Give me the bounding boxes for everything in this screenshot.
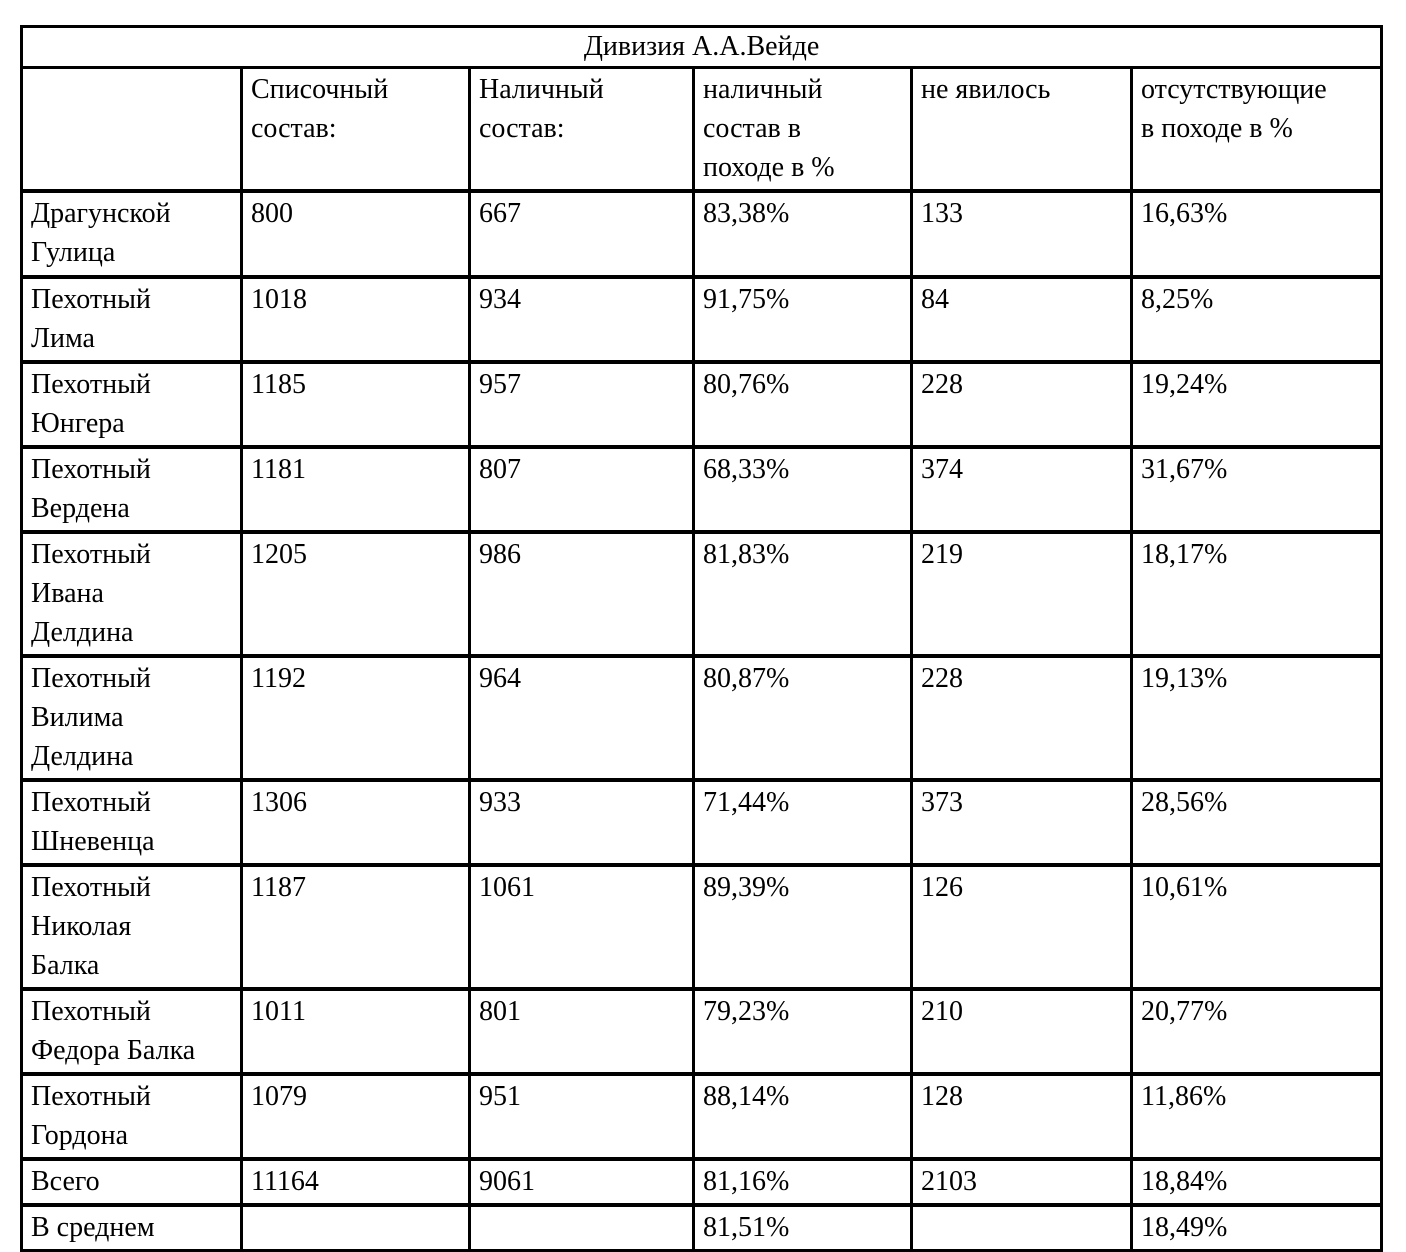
column-header-regiment — [20, 66, 243, 193]
cell-present-strength: 1061 — [468, 863, 695, 991]
row-label-cell: Пехотный Лима — [20, 275, 243, 364]
cell-present-pct: 80,76% — [692, 360, 913, 449]
cell-no-show: 228 — [910, 654, 1133, 782]
cell-no-show: 219 — [910, 530, 1133, 658]
row-label-cell: Драгунской Гулица — [20, 189, 243, 279]
cell-absent-pct: 28,56% — [1129, 778, 1384, 867]
cell-list-strength: 800 — [240, 189, 471, 279]
cell-list-strength: 1185 — [240, 360, 471, 449]
table-row: В среднем 81,51% 18,49% — [20, 1203, 1384, 1252]
row-label-cell: Пехотный Гордона — [20, 1072, 243, 1161]
table-row: Пехотный Гордона 1079 951 88,14% 128 11,86% — [20, 1072, 1384, 1161]
row-label-cell: Пехотный Николая Балка — [20, 863, 243, 991]
cell-present-pct: 81,16% — [692, 1157, 913, 1207]
cell-present-strength: 986 — [468, 530, 695, 658]
table-header-row: Списочный состав: Наличный состав: налич… — [20, 66, 1384, 193]
table-row: Пехотный Вердена 1181 807 68,33% 374 31,67% — [20, 445, 1384, 534]
column-header-present-strength: Наличный состав: — [468, 66, 695, 193]
cell-no-show: 2103 — [910, 1157, 1133, 1207]
cell-present-strength: 964 — [468, 654, 695, 782]
column-header-present-pct: наличный состав в походе в % — [692, 66, 913, 193]
cell-absent-pct: 16,63% — [1129, 189, 1384, 279]
cell-present-strength: 9061 — [468, 1157, 695, 1207]
cell-present-pct: 79,23% — [692, 987, 913, 1076]
table-row: Пехотный Лима 1018 934 91,75% 84 8,25% — [20, 275, 1384, 364]
table-row: Драгунской Гулица 800 667 83,38% 133 16,63% — [20, 189, 1384, 279]
cell-absent-pct: 20,77% — [1129, 987, 1384, 1076]
cell-present-strength: 951 — [468, 1072, 695, 1161]
cell-no-show: 210 — [910, 987, 1133, 1076]
table-row: Пехотный Николая Балка 1187 1061 89,39% 126 1… — [20, 863, 1384, 991]
cell-list-strength: 1306 — [240, 778, 471, 867]
column-header-list-strength: Списочный состав: — [240, 66, 471, 193]
cell-list-strength: 1205 — [240, 530, 471, 658]
cell-present-pct: 88,14% — [692, 1072, 913, 1161]
cell-no-show: 373 — [910, 778, 1133, 867]
table-row: Пехотный Шневенца 1306 933 71,44% 373 28,56% — [20, 778, 1384, 867]
cell-no-show: 228 — [910, 360, 1133, 449]
table-title: Дивизия А.А.Вейде — [19, 25, 1384, 69]
row-label-cell: Пехотный Шневенца — [20, 778, 243, 867]
row-label-cell: Пехотный Федора Балка — [20, 987, 243, 1076]
cell-present-strength: 933 — [468, 778, 695, 867]
cell-absent-pct: 19,13% — [1129, 654, 1384, 782]
cell-absent-pct: 19,24% — [1129, 360, 1384, 449]
cell-present-pct: 80,87% — [692, 654, 913, 782]
cell-no-show: 128 — [910, 1072, 1133, 1161]
cell-list-strength: 1011 — [240, 987, 471, 1076]
cell-present-strength: 801 — [468, 987, 695, 1076]
column-header-absent-pct: отсутствующие в походе в % — [1129, 66, 1384, 193]
cell-present-strength: 934 — [468, 275, 695, 364]
row-label-cell: В среднем — [20, 1203, 243, 1252]
cell-present-pct: 81,51% — [692, 1203, 913, 1252]
division-strength-table: Дивизия А.А.Вейде Списочный состав: Нали… — [19, 25, 1384, 1252]
cell-list-strength — [240, 1203, 471, 1252]
cell-no-show — [910, 1203, 1133, 1252]
cell-list-strength: 1181 — [240, 445, 471, 534]
cell-present-pct: 83,38% — [692, 189, 913, 279]
table-row: Всего 11164 9061 81,16% 2103 18,84% — [20, 1157, 1384, 1207]
cell-absent-pct: 18,17% — [1129, 530, 1384, 658]
cell-no-show: 133 — [910, 189, 1133, 279]
cell-list-strength: 11164 — [240, 1157, 471, 1207]
table-row: Пехотный Федора Балка 1011 801 79,23% 210 20,… — [20, 987, 1384, 1076]
cell-present-strength: 957 — [468, 360, 695, 449]
cell-list-strength: 1018 — [240, 275, 471, 364]
cell-present-strength — [468, 1203, 695, 1252]
cell-absent-pct: 8,25% — [1129, 275, 1384, 364]
cell-present-strength: 807 — [468, 445, 695, 534]
table-row: Пехотный Вилима Делдина 1192 964 80,87% 228 1… — [20, 654, 1384, 782]
cell-no-show: 84 — [910, 275, 1133, 364]
cell-absent-pct: 18,49% — [1129, 1203, 1384, 1252]
cell-present-pct: 68,33% — [692, 445, 913, 534]
cell-list-strength: 1079 — [240, 1072, 471, 1161]
cell-no-show: 126 — [910, 863, 1133, 991]
row-label-cell: Пехотный Вердена — [20, 445, 243, 534]
cell-present-pct: 89,39% — [692, 863, 913, 991]
cell-absent-pct: 11,86% — [1129, 1072, 1384, 1161]
cell-no-show: 374 — [910, 445, 1133, 534]
cell-present-pct: 91,75% — [692, 275, 913, 364]
row-label-cell: Пехотный Вилима Делдина — [20, 654, 243, 782]
cell-list-strength: 1187 — [240, 863, 471, 991]
cell-absent-pct: 10,61% — [1129, 863, 1384, 991]
cell-present-strength: 667 — [468, 189, 695, 279]
table-row: Пехотный Юнгера 1185 957 80,76% 228 19,24% — [20, 360, 1384, 449]
row-label-cell: Пехотный Ивана Делдина — [20, 530, 243, 658]
cell-absent-pct: 31,67% — [1129, 445, 1384, 534]
row-label-cell: Всего — [20, 1157, 243, 1207]
table-row: Пехотный Ивана Делдина 1205 986 81,83% 219 18… — [20, 530, 1384, 658]
cell-present-pct: 71,44% — [692, 778, 913, 867]
table-body: Драгунской Гулица 800 667 83,38% 133 16,63% Пе… — [20, 189, 1384, 1252]
cell-present-pct: 81,83% — [692, 530, 913, 658]
table-title-row: Дивизия А.А.Вейде — [19, 25, 1384, 69]
column-header-no-show: не явилось — [910, 66, 1133, 193]
cell-list-strength: 1192 — [240, 654, 471, 782]
row-label-cell: Пехотный Юнгера — [20, 360, 243, 449]
cell-absent-pct: 18,84% — [1129, 1157, 1384, 1207]
